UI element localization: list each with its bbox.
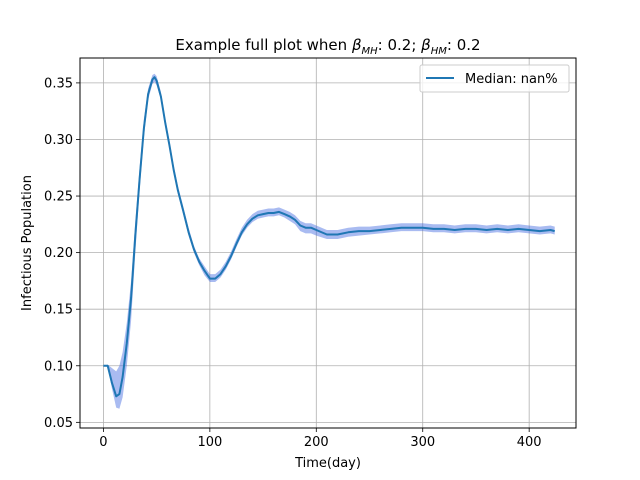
y-tick-label: 0.30 (44, 133, 73, 148)
legend-box (419, 64, 570, 93)
chart-title: Example full plot when βMH: 0.2; βHM: 0.… (175, 36, 480, 57)
axes-frame (79, 57, 577, 429)
legend: Median: nan% (419, 64, 570, 93)
x-axis-label: Time(day) (294, 456, 361, 471)
title-prefix: Example full plot when (175, 36, 352, 54)
x-tick-label: 0 (99, 435, 107, 450)
y-tick-label: 0.10 (44, 359, 73, 374)
x-tick-label: 400 (517, 435, 542, 450)
series-lines (103, 76, 555, 398)
title-beta-hm-subscript: HM (431, 46, 448, 57)
y-axis-label: Infectious Population (20, 175, 35, 311)
x-tick-label: 200 (304, 435, 329, 450)
axis-ticks: 0 100 200 300 400 0.05 0.10 0.15 0.20 0.25 0.30 0.3… (44, 76, 542, 450)
legend-label: Median: nan% (465, 72, 558, 87)
y-tick-label: 0.25 (44, 190, 73, 205)
y-tick-label: 0.05 (44, 416, 73, 431)
x-tick-label: 300 (410, 435, 435, 450)
title-beta-mh-symbol: β (351, 36, 362, 54)
title-beta-mh-value: : 0.2; (378, 36, 422, 54)
y-tick-label: 0.15 (44, 303, 73, 318)
x-tick-label: 100 (197, 435, 222, 450)
y-tick-label: 0.20 (44, 246, 73, 261)
title-beta-mh-subscript: MH (362, 46, 379, 57)
y-tick-label: 0.35 (44, 76, 73, 91)
title-beta-hm-symbol: β (420, 36, 431, 54)
title-beta-hm-value: : 0.2 (447, 36, 481, 54)
series-line (103, 76, 555, 398)
